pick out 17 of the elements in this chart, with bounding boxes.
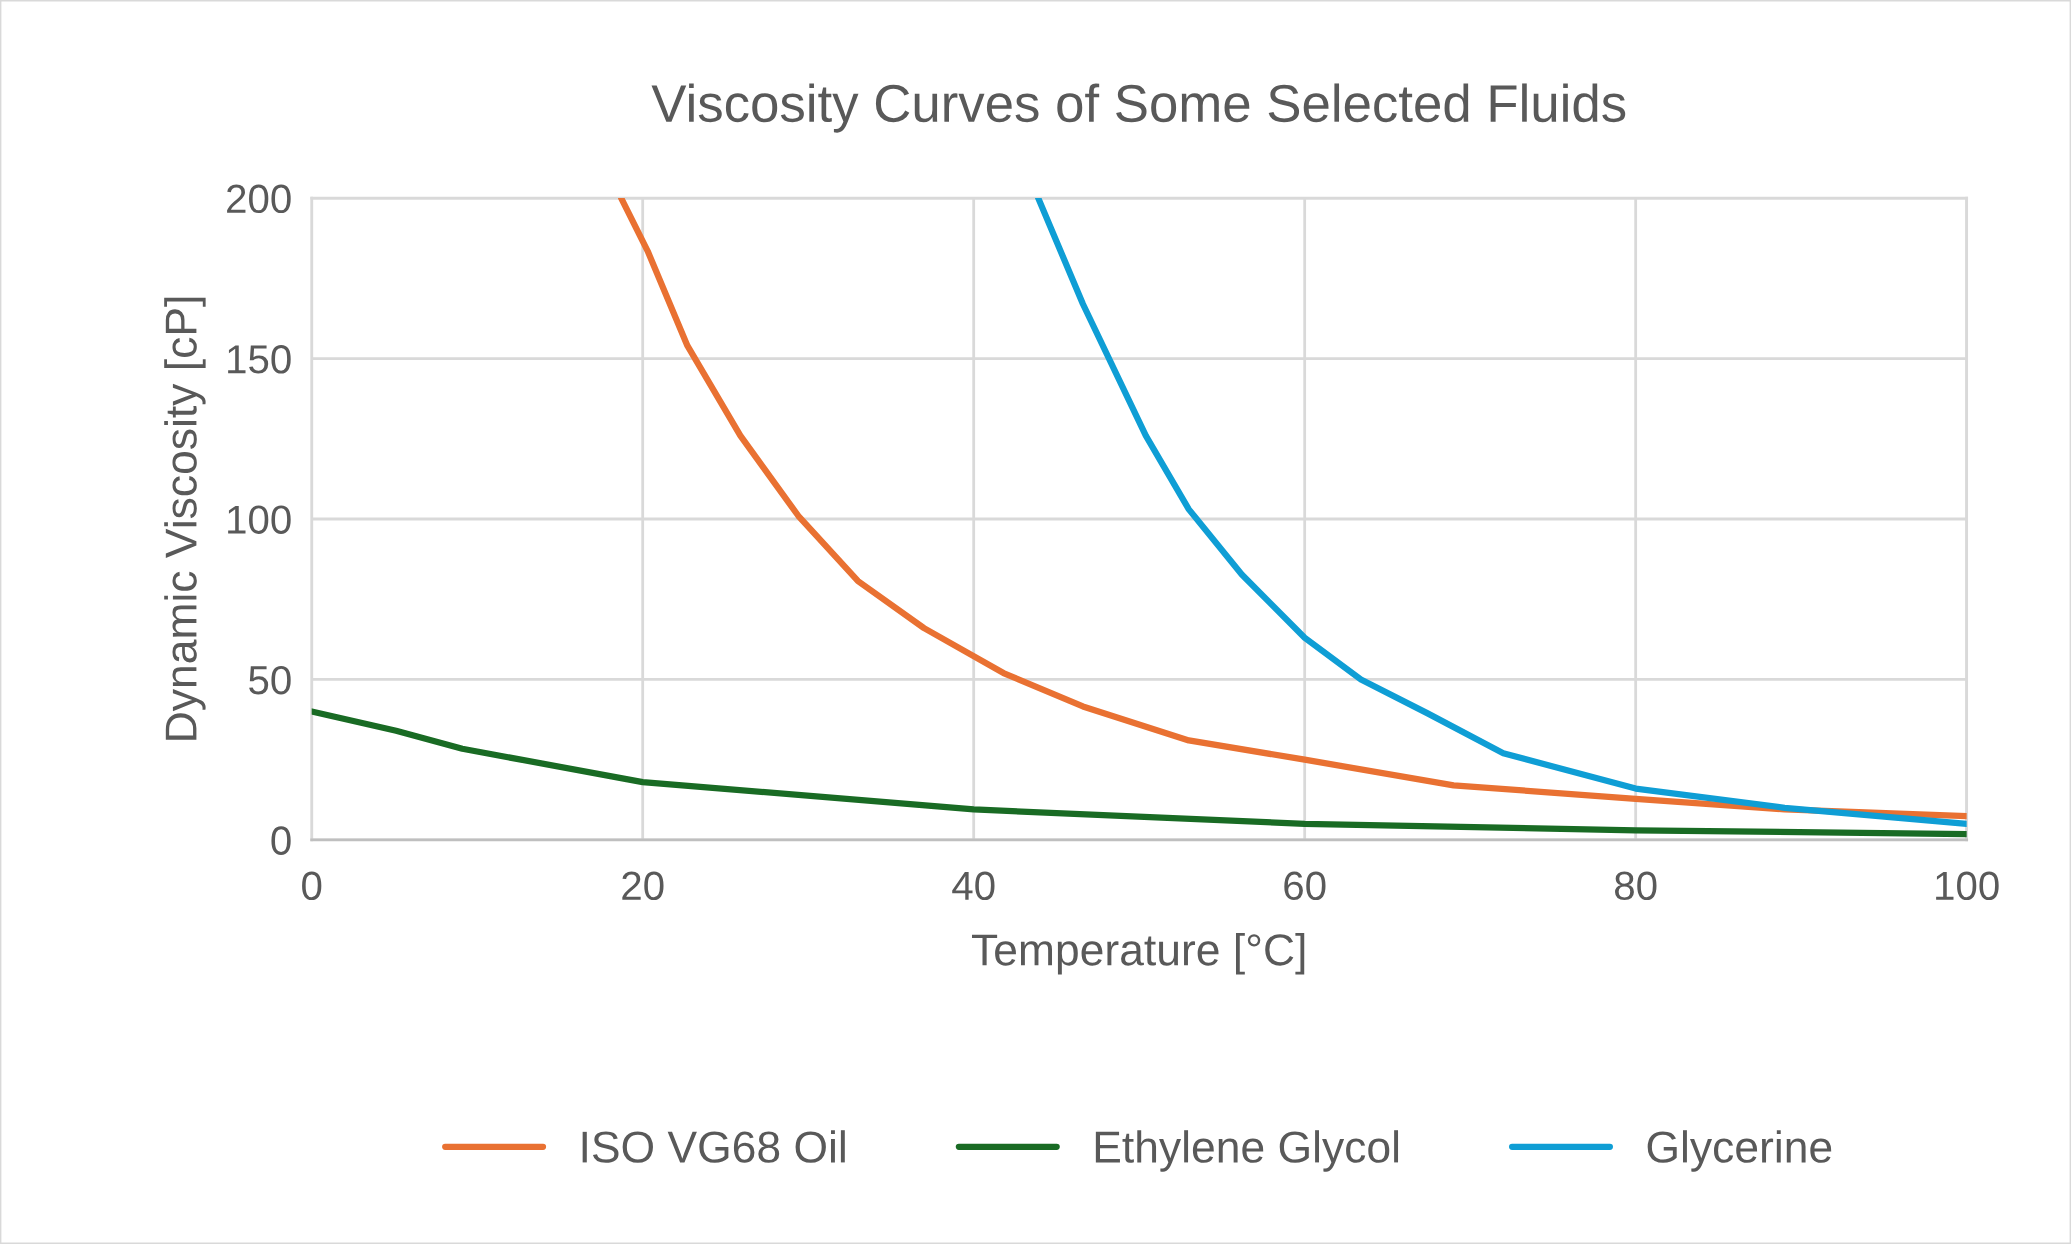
chart-title: Viscosity Curves of Some Selected Fluids <box>651 83 1626 133</box>
y-tick-label: 150 <box>228 345 291 374</box>
x-axis-title: Temperature [°C] <box>972 933 1305 975</box>
y-tick-label: 50 <box>249 665 291 695</box>
y-tick-label: 100 <box>228 505 291 534</box>
x-tick-label: 80 <box>1615 871 1657 901</box>
legend-label: ISO VG68 Oil <box>582 1130 845 1163</box>
x-tick-label: 60 <box>1284 871 1326 901</box>
x-tick-label: 0 <box>302 871 322 901</box>
y-axis-title: Dynamic Viscosity [cP] <box>164 297 206 740</box>
y-tick-label: 0 <box>271 826 291 855</box>
legend-label: Ethylene Glycol <box>1095 1130 1399 1172</box>
y-tick-label: 200 <box>227 184 291 214</box>
x-tick-label: 20 <box>622 871 664 901</box>
x-tick-label: 40 <box>952 871 995 901</box>
x-tick-label: 100 <box>1936 871 1999 901</box>
legend-label: Glycerine <box>1647 1130 1832 1172</box>
